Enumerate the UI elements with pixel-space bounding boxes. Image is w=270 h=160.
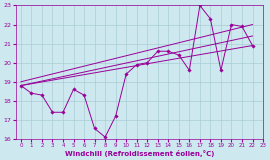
X-axis label: Windchill (Refroidissement éolien,°C): Windchill (Refroidissement éolien,°C)	[65, 150, 214, 156]
